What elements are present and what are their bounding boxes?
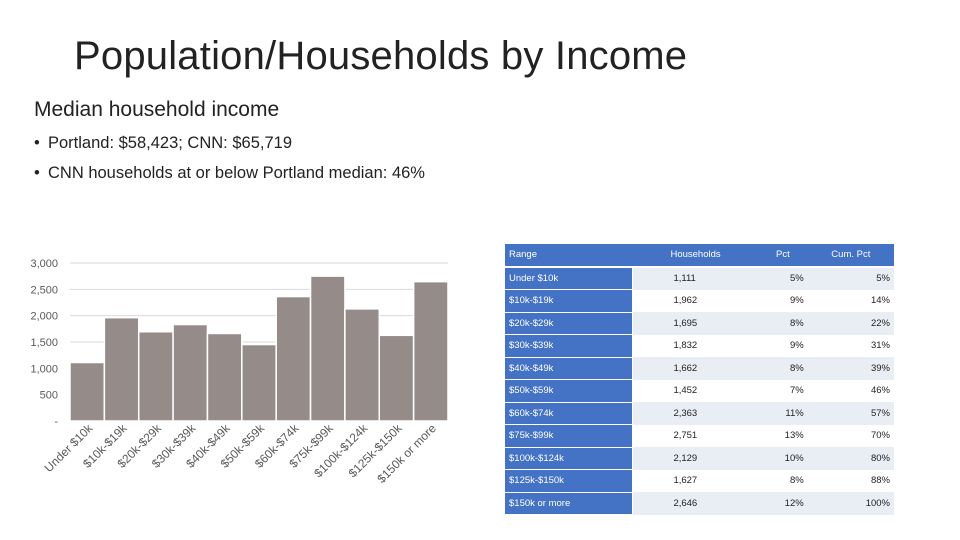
- table-row: $150k or more 2,646 12% 100%: [505, 492, 894, 515]
- cell-households: 1,832: [632, 334, 759, 357]
- cell-households: 1,695: [632, 312, 759, 335]
- header-cum-pct: Cum. Pct: [807, 244, 894, 268]
- cell-pct: 13%: [758, 424, 808, 447]
- cell-pct: 12%: [758, 492, 808, 515]
- cell-households: 2,363: [632, 402, 759, 425]
- table-row: $100k-$124k 2,129 10% 80%: [505, 447, 894, 470]
- bar: [241, 343, 277, 422]
- bar: [172, 323, 209, 422]
- y-tick-label: 1,500: [30, 337, 58, 349]
- bullet-list: Portland: $58,423; CNN: $65,719 CNN hous…: [34, 133, 474, 193]
- header-pct: Pct: [758, 244, 808, 268]
- cell-pct: 11%: [758, 402, 808, 425]
- cell-range: $40k-$49k: [505, 357, 634, 380]
- cell-pct: 9%: [758, 289, 808, 312]
- cell-cum-pct: 39%: [807, 357, 894, 380]
- cell-pct: 7%: [758, 379, 808, 402]
- cell-cum-pct: 14%: [807, 289, 894, 312]
- slide-title: Population/Households by Income: [74, 34, 688, 78]
- cell-households: 1,452: [632, 379, 759, 402]
- cell-households: 1,962: [632, 289, 759, 312]
- cell-cum-pct: 5%: [807, 266, 894, 290]
- cell-households: 2,751: [632, 424, 759, 447]
- cell-range: $50k-$59k: [505, 379, 634, 403]
- cell-range: $75k-$99k: [505, 424, 634, 448]
- cell-range: $100k-$124k: [505, 447, 634, 470]
- bar: [309, 275, 346, 422]
- bar: [344, 308, 381, 422]
- cell-pct: 10%: [758, 447, 808, 470]
- cell-households: 1,111: [632, 266, 759, 290]
- header-households: Households: [632, 244, 759, 268]
- table-row: $60k-$74k 2,363 11% 57%: [505, 402, 894, 425]
- bullet-item: CNN households at or below Portland medi…: [34, 163, 474, 183]
- table-row: $75k-$99k 2,751 13% 70%: [505, 424, 894, 448]
- cell-range: $125k-$150k: [505, 469, 634, 493]
- header-range: Range: [505, 244, 633, 268]
- table-row: $50k-$59k 1,452 7% 46%: [505, 379, 894, 403]
- table-row: $40k-$49k 1,662 8% 39%: [505, 357, 894, 380]
- y-tick-label: 2,500: [30, 284, 58, 296]
- cell-cum-pct: 57%: [807, 402, 894, 425]
- cell-households: 1,627: [632, 469, 759, 492]
- cell-pct: 8%: [758, 357, 808, 380]
- table-body: Under $10k 1,111 5% 5% $10k-$19k 1,962 9% 14% $2…: [505, 266, 894, 515]
- cell-cum-pct: 46%: [807, 379, 894, 402]
- cell-range: $150k or more: [505, 492, 634, 515]
- cell-range: $30k-$39k: [505, 334, 634, 358]
- cell-range: $60k-$74k: [505, 402, 634, 425]
- cell-cum-pct: 80%: [807, 447, 894, 470]
- cell-cum-pct: 88%: [807, 469, 894, 492]
- table-row: $125k-$150k 1,627 8% 88%: [505, 469, 894, 493]
- slide-subtitle: Median household income: [34, 98, 280, 121]
- bar: [378, 334, 415, 422]
- y-tick-label: 1,000: [30, 363, 58, 375]
- cell-pct: 8%: [758, 469, 808, 492]
- cell-cum-pct: 22%: [807, 312, 894, 335]
- table-header-row: Range Households Pct Cum. Pct: [505, 244, 894, 268]
- cell-households: 2,646: [632, 492, 759, 515]
- income-table: Range Households Pct Cum. Pct Under $10k…: [505, 244, 894, 515]
- cell-range: $10k-$19k: [505, 289, 634, 313]
- y-tick-label: 2,000: [30, 311, 58, 323]
- table-row: $10k-$19k 1,962 9% 14%: [505, 289, 894, 313]
- table-row: $30k-$39k 1,832 9% 31%: [505, 334, 894, 358]
- y-tick-label: -: [54, 416, 58, 428]
- cell-pct: 9%: [758, 334, 808, 357]
- cell-cum-pct: 100%: [807, 492, 894, 515]
- cell-households: 1,662: [632, 357, 759, 380]
- cell-range: $20k-$29k: [505, 312, 634, 335]
- bar: [69, 361, 106, 422]
- bar: [275, 295, 312, 422]
- bar: [103, 316, 140, 422]
- cell-pct: 5%: [758, 266, 808, 290]
- cell-cum-pct: 70%: [807, 424, 894, 447]
- cell-cum-pct: 31%: [807, 334, 894, 357]
- cell-pct: 8%: [758, 312, 808, 335]
- bar: [206, 332, 243, 422]
- table-row: $20k-$29k 1,695 8% 22%: [505, 312, 894, 335]
- cell-households: 2,129: [632, 447, 759, 470]
- y-tick-label: 3,000: [30, 258, 58, 270]
- bar: [412, 280, 449, 422]
- bullet-item: Portland: $58,423; CNN: $65,719: [34, 133, 474, 153]
- cell-range: Under $10k: [505, 266, 634, 290]
- y-tick-label: 500: [40, 390, 58, 402]
- table-row: Under $10k 1,111 5% 5%: [505, 266, 894, 290]
- bar: [137, 330, 174, 422]
